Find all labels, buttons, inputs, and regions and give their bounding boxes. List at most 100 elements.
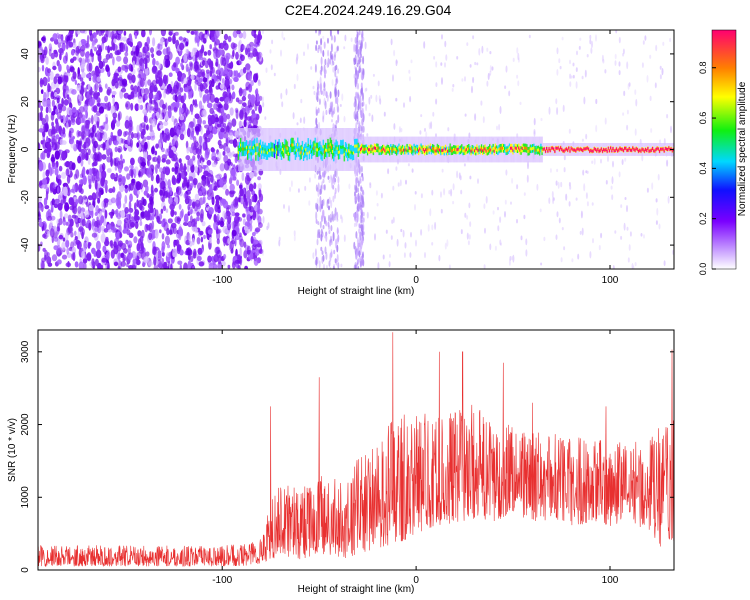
heatmap-faint-cell (634, 262, 637, 267)
heatmap-noise-cell (130, 84, 134, 91)
heatmap-faint-cell (591, 40, 593, 49)
heatmap-signal-core (501, 146, 504, 150)
heatmap-noise-cell (231, 229, 237, 237)
heatmap-signal-core (578, 148, 581, 152)
heatmap-stripe-cell (330, 238, 333, 246)
heatmap-noise-cell (89, 32, 94, 42)
heatmap-noise-cell (45, 56, 49, 65)
heatmap-noise-cell (229, 240, 234, 251)
heatmap-faint-cell (585, 133, 588, 140)
heatmap-faint-cell (431, 224, 434, 231)
heatmap-stripe-cell (328, 260, 331, 267)
heatmap-noise-cell (38, 221, 44, 228)
heatmap-noise-cell (96, 121, 100, 129)
heatmap-faint-cell (265, 67, 268, 73)
heatmap-noise-cell (135, 47, 139, 57)
heatmap-signal-core (497, 149, 499, 153)
heatmap-noise-cell (175, 157, 179, 165)
heatmap-noise-cell (63, 186, 68, 197)
heatmap-faint-cell (466, 232, 469, 240)
heatmap-stripe-cell (336, 254, 339, 263)
heatmap-signal-core (551, 146, 554, 150)
heatmap-faint-cell (420, 193, 423, 199)
heatmap-faint-cell (649, 54, 652, 59)
y-tick-label: 1000 (20, 486, 31, 509)
heatmap-signal-core (548, 147, 550, 151)
heatmap-signal-core (393, 147, 396, 151)
heatmap-noise-cell (178, 106, 182, 117)
heatmap-noise-cell (141, 72, 145, 79)
colorbar-tick-label: 0.4 (698, 162, 708, 175)
heatmap-signal-core (586, 146, 589, 150)
heatmap-noise-cell (152, 37, 156, 47)
heatmap-faint-cell (565, 193, 568, 201)
heatmap-noise-cell (45, 190, 49, 201)
heatmap-noise-cell (81, 134, 85, 140)
heatmap-signal-core (281, 147, 284, 151)
heatmap-faint-cell (561, 36, 564, 41)
heatmap-noise-cell (253, 73, 258, 83)
heatmap-faint-cell (650, 128, 653, 133)
heatmap-faint-cell (390, 235, 393, 240)
heatmap-noise-cell (65, 221, 69, 226)
heatmap-signal-core (446, 149, 448, 153)
heatmap-faint-cell (288, 205, 290, 213)
heatmap-noise-cell (179, 162, 183, 173)
heatmap-noise-cell (110, 249, 115, 259)
heatmap-signal-core (547, 149, 549, 153)
heatmap-faint-cell (523, 192, 526, 196)
heatmap-signal-core (448, 149, 450, 153)
heatmap-noise-cell (222, 91, 228, 99)
heatmap-noise-cell (232, 138, 238, 148)
heatmap-signal-core (453, 147, 455, 151)
heatmap-signal-core (655, 148, 657, 151)
heatmap-noise-cell (232, 30, 238, 38)
heatmap-noise-cell (80, 39, 87, 44)
heatmap-noise-cell (98, 191, 102, 197)
heatmap-stripe-cell (360, 219, 363, 224)
heatmap-noise-cell (132, 133, 139, 139)
heatmap-noise-cell (187, 146, 191, 151)
heatmap-noise-cell (219, 67, 224, 77)
heatmap-noise-cell (149, 131, 155, 136)
heatmap-noise-cell (229, 183, 235, 192)
heatmap-noise-cell (157, 155, 161, 164)
heatmap-noise-cell (65, 168, 70, 177)
heatmap-faint-cell (499, 239, 502, 246)
heatmap-noise-cell (75, 239, 81, 245)
heatmap-signal-core (557, 146, 560, 150)
heatmap-faint-cell (512, 254, 515, 263)
heatmap-faint-cell (290, 180, 293, 188)
heatmap-noise-cell (51, 110, 56, 116)
heatmap-noise-cell (70, 114, 75, 121)
heatmap-faint-cell (634, 128, 637, 136)
heatmap-noise-cell (171, 209, 175, 215)
heatmap-faint-cell (586, 54, 589, 58)
heatmap-signal-core (511, 146, 513, 150)
heatmap-noise-cell (141, 168, 146, 174)
heatmap-faint-cell (365, 103, 368, 112)
heatmap-signal-core (598, 149, 600, 153)
heatmap-faint-cell (458, 172, 461, 179)
heatmap-noise-cell (224, 78, 230, 88)
heatmap-noise-cell (245, 81, 251, 90)
heatmap-stripe-cell (320, 246, 323, 252)
heatmap-noise-cell (38, 41, 42, 47)
heatmap-signal-core (349, 150, 351, 154)
heatmap-stripe-cell (319, 221, 322, 229)
heatmap-stripe-cell (332, 66, 335, 73)
heatmap-noise-cell (47, 128, 54, 137)
heatmap-stripe-cell (353, 213, 356, 218)
heatmap-signal-core (615, 147, 618, 151)
heatmap-faint-cell (570, 75, 573, 79)
heatmap-stripe-cell (329, 213, 332, 223)
heatmap-noise-cell (234, 212, 240, 217)
heatmap-signal-core (577, 147, 579, 151)
heatmap-noise-cell (117, 66, 122, 73)
heatmap-stripe-cell (334, 192, 336, 199)
heatmap-signal-core (648, 149, 650, 153)
heatmap-noise-cell (204, 150, 209, 161)
heatmap-stripe-cell (330, 225, 333, 232)
heatmap-faint-cell (365, 87, 368, 92)
heatmap-faint-cell (583, 183, 586, 192)
